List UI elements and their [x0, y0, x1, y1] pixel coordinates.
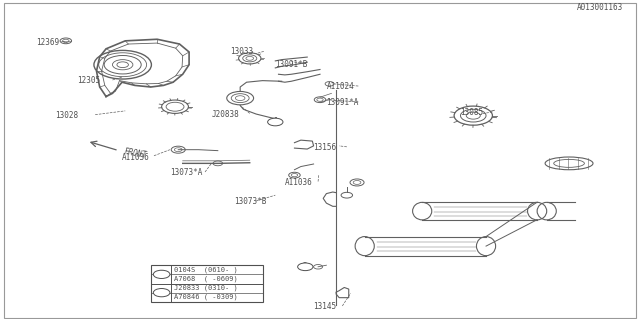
Text: A11036: A11036: [285, 178, 312, 187]
Text: 13033: 13033: [230, 47, 253, 57]
Text: 13073*B: 13073*B: [234, 197, 266, 206]
Text: J20838: J20838: [211, 109, 239, 118]
Text: 0104S  (0610- ): 0104S (0610- ): [174, 267, 238, 273]
Text: 12369: 12369: [36, 38, 59, 47]
Text: A11024: A11024: [326, 83, 354, 92]
Text: J20833 (0310- ): J20833 (0310- ): [174, 285, 238, 291]
Text: 1: 1: [273, 117, 278, 126]
Circle shape: [268, 118, 283, 126]
Text: 2: 2: [159, 270, 164, 279]
Text: 13145: 13145: [314, 302, 337, 311]
Text: A11036: A11036: [122, 153, 150, 162]
Text: 13085: 13085: [461, 108, 484, 117]
Text: 13091*B: 13091*B: [275, 60, 308, 69]
Text: A013001163: A013001163: [577, 3, 623, 12]
Text: 1: 1: [159, 288, 164, 297]
Text: 2: 2: [303, 262, 308, 271]
FancyBboxPatch shape: [151, 265, 262, 302]
Circle shape: [154, 270, 170, 278]
Text: 13156: 13156: [314, 143, 337, 152]
Text: FRONT: FRONT: [124, 148, 148, 160]
Circle shape: [154, 289, 170, 297]
Text: A7068  ( -0609): A7068 ( -0609): [174, 276, 238, 282]
Circle shape: [298, 263, 313, 271]
Text: 13073*A: 13073*A: [170, 168, 202, 177]
Text: 13028: 13028: [55, 111, 78, 120]
Text: A70846 ( -0309): A70846 ( -0309): [174, 294, 238, 300]
Text: 13091*A: 13091*A: [326, 99, 359, 108]
Text: 12305: 12305: [77, 76, 100, 85]
